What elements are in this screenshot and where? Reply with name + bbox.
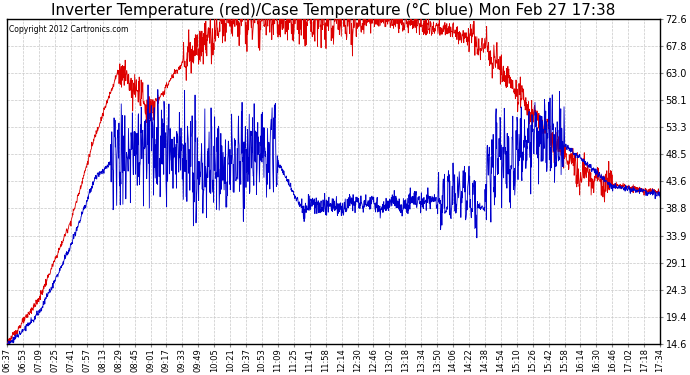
Title: Inverter Temperature (red)/Case Temperature (°C blue) Mon Feb 27 17:38: Inverter Temperature (red)/Case Temperat… [52, 3, 616, 18]
Text: Copyright 2012 Cartronics.com: Copyright 2012 Cartronics.com [8, 26, 128, 34]
